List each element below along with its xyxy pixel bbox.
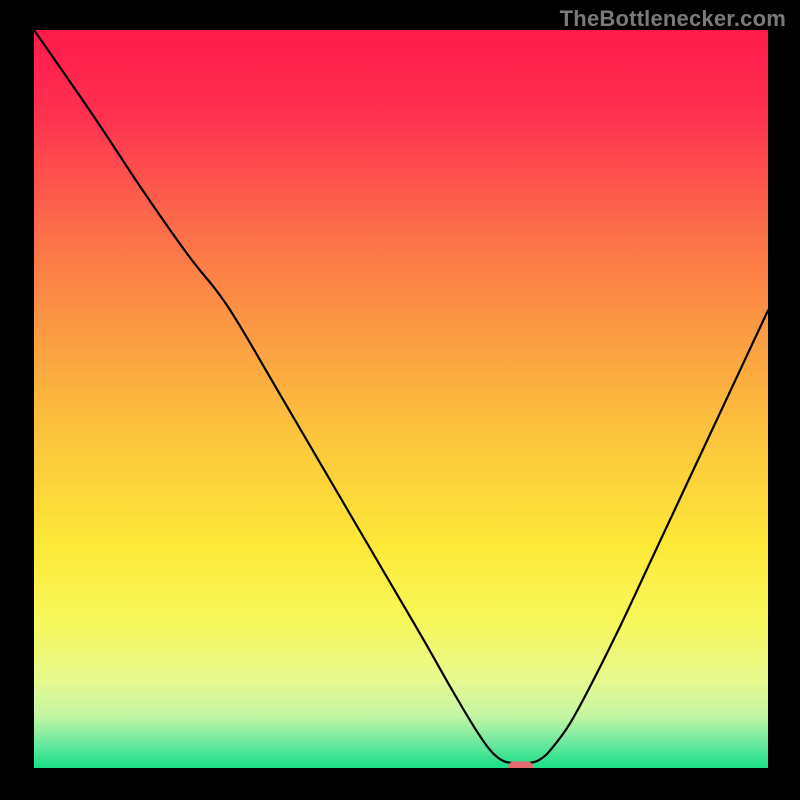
gradient-background [34, 30, 768, 768]
plot-area [34, 30, 768, 768]
chart-frame: TheBottlenecker.com [0, 0, 800, 800]
optimum-marker [508, 761, 533, 768]
watermark-text: TheBottlenecker.com [560, 6, 786, 32]
plot-svg [34, 30, 768, 768]
